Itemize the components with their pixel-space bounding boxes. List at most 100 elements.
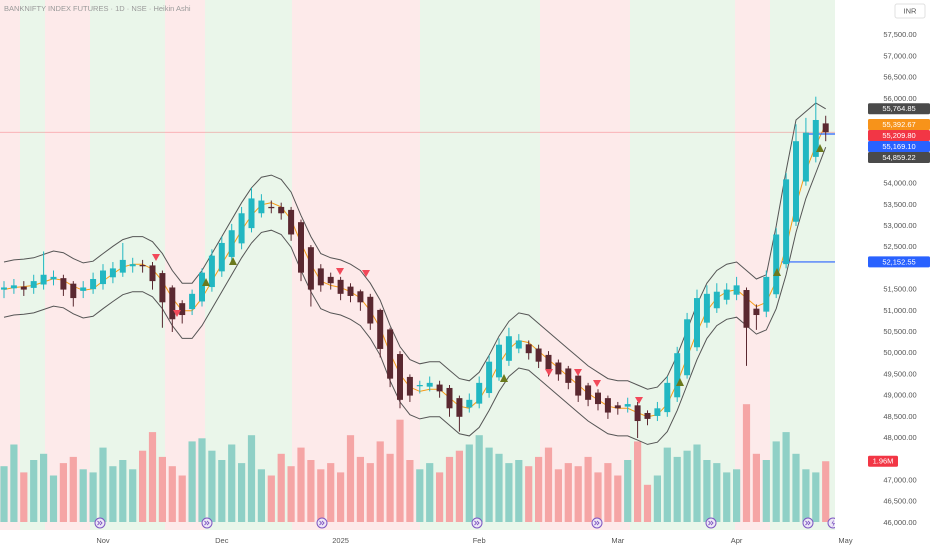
volume-bar — [733, 469, 741, 522]
volume-bar — [356, 456, 364, 522]
y-tick-label: 46,500.00 — [883, 497, 916, 506]
price-axis — [835, 0, 932, 550]
candle-body — [367, 296, 374, 324]
candle-body — [416, 384, 423, 387]
candle-body — [496, 344, 502, 378]
event-icon[interactable] — [316, 517, 328, 529]
volume-layer — [0, 404, 830, 522]
volume-bar — [346, 435, 355, 522]
event-icon[interactable] — [471, 517, 483, 529]
volume-bar — [465, 444, 473, 522]
volume-bar — [277, 453, 285, 522]
volume-bar — [535, 456, 543, 522]
candle-body — [100, 270, 106, 285]
volume-bar — [604, 463, 612, 522]
candle-body — [307, 247, 314, 290]
y-tick-label: 50,000.00 — [883, 348, 916, 357]
candle-body — [50, 276, 57, 280]
event-icon[interactable] — [705, 517, 717, 529]
volume-bar — [544, 447, 553, 522]
volume-bar — [426, 463, 434, 522]
volume-bar — [416, 469, 424, 522]
candle-body — [753, 308, 760, 316]
event-icon[interactable] — [201, 517, 213, 529]
price-badge-label: 54,859.22 — [882, 153, 915, 162]
volume-bar — [624, 460, 632, 522]
candle-body — [357, 291, 364, 303]
volume-badge-label: 1.96M — [873, 457, 894, 466]
buy-signal — [202, 278, 210, 286]
x-tick-label: May — [838, 536, 852, 545]
candle-body — [644, 412, 651, 419]
price-badge-label: 55,209.80 — [882, 131, 915, 140]
candle-body — [545, 354, 552, 371]
candle-body — [812, 119, 819, 157]
sell-signal — [362, 270, 370, 277]
signals — [152, 144, 824, 404]
y-tick-label: 47,000.00 — [883, 475, 916, 484]
sell-signal — [173, 310, 181, 317]
event-icon[interactable] — [802, 517, 814, 529]
event-icon[interactable] — [591, 517, 603, 529]
candle-body — [624, 404, 631, 407]
candle-body — [773, 234, 780, 295]
volume-bar — [376, 441, 384, 522]
volume-bar — [247, 435, 256, 522]
y-tick-label: 53,500.00 — [883, 200, 916, 209]
candle-body — [684, 319, 691, 376]
candle-body — [763, 276, 770, 312]
candle-body — [337, 279, 344, 294]
event-icon[interactable] — [94, 517, 106, 529]
candle-body — [90, 278, 97, 290]
price-badge — [868, 119, 930, 131]
volume-bar — [683, 450, 691, 522]
candle-body — [694, 298, 700, 348]
volume-bar — [178, 475, 186, 522]
candle-body — [703, 293, 710, 323]
volume-bar — [564, 463, 572, 522]
candle-body — [278, 206, 285, 214]
candle-body — [406, 376, 413, 396]
volume-bar — [792, 453, 800, 522]
volume-bar — [802, 469, 810, 522]
candle-body — [288, 209, 295, 235]
candle-body — [723, 289, 730, 300]
candle-body — [189, 293, 196, 310]
currency-box[interactable] — [894, 3, 926, 19]
y-tick-label: 52,500.00 — [883, 242, 916, 251]
candle-body — [456, 398, 463, 417]
volume-bar — [287, 466, 295, 522]
y-tick-label: 56,000.00 — [883, 94, 916, 103]
volume-bar — [168, 466, 176, 522]
candle-body — [486, 361, 493, 394]
candle-body — [793, 141, 799, 222]
volume-bar — [69, 456, 77, 522]
candle-body — [664, 382, 671, 413]
zone — [630, 0, 735, 530]
candle-body — [1, 287, 7, 290]
y-tick-label: 53,000.00 — [883, 221, 916, 230]
candle-body — [525, 344, 532, 354]
candle-body — [397, 354, 403, 400]
price-badge — [868, 256, 930, 268]
volume-bar — [752, 453, 760, 522]
lower-band — [3, 147, 827, 445]
volume-bar — [59, 463, 67, 522]
sell-signal — [152, 254, 160, 261]
volume-bar — [663, 447, 671, 522]
x-tick-label: Nov — [96, 536, 110, 545]
volume-bar — [515, 460, 523, 522]
volume-bar — [634, 441, 642, 522]
candle-body — [149, 265, 156, 282]
volume-bar — [594, 472, 602, 522]
volume-bar — [386, 453, 394, 522]
volume-bar — [396, 419, 404, 522]
price-badge-label: 52,152.55 — [882, 257, 915, 266]
volume-bar — [337, 472, 345, 522]
candle-body — [258, 200, 265, 214]
volume-bar — [208, 450, 216, 522]
sell-signal — [545, 369, 553, 376]
candle-body — [743, 290, 750, 328]
volume-bar — [703, 460, 711, 522]
y-tick-label: 57,000.00 — [883, 51, 916, 60]
